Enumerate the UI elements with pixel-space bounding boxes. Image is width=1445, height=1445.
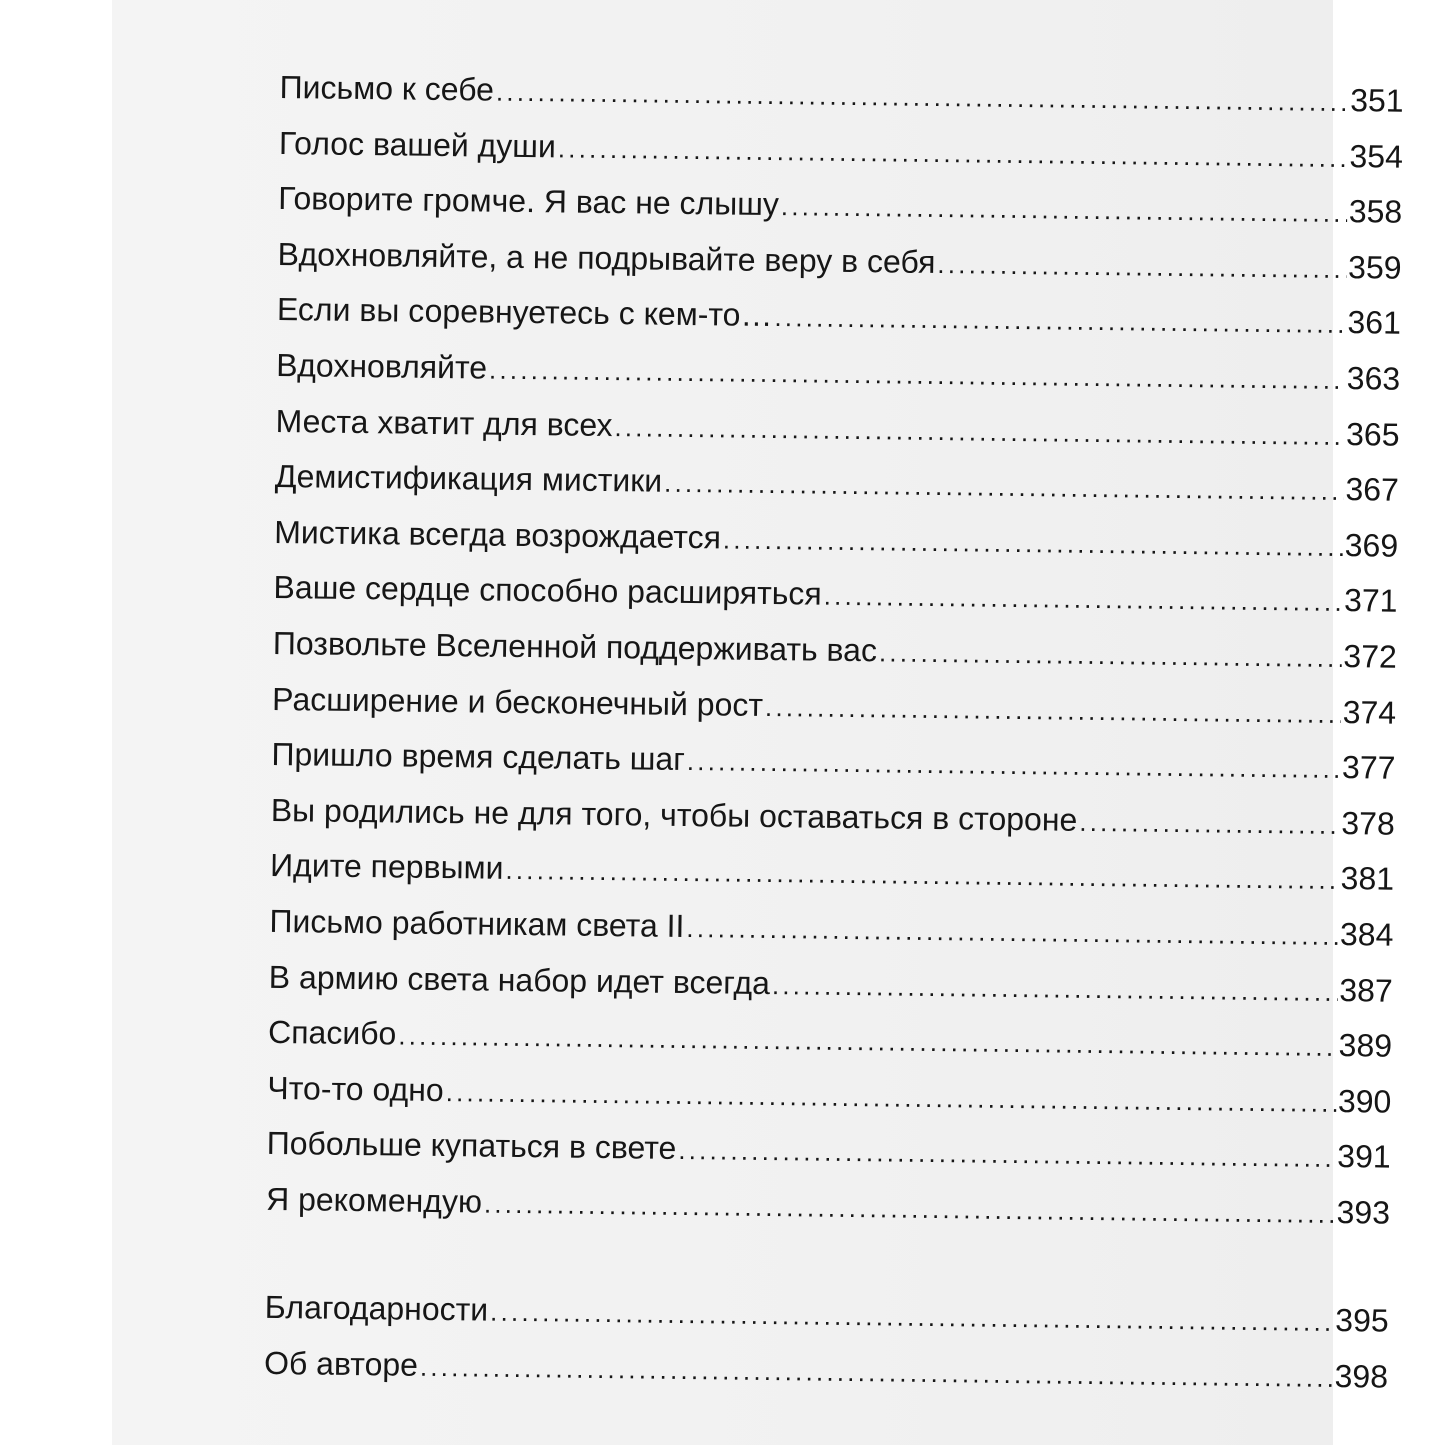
toc-entry-page: 389 — [1338, 1027, 1393, 1064]
toc-entry-title: Ваше сердце способно расширяться — [273, 569, 822, 613]
toc-entry-page: 365 — [1345, 415, 1400, 453]
toc-entry-page: 374 — [1342, 693, 1397, 731]
toc-entry-title: Места хватит для всех — [275, 402, 613, 443]
leader-dots — [772, 958, 1338, 1020]
toc-entry-page: 387 — [1339, 971, 1393, 1009]
toc-entry-title: Если вы соревнуетесь с кем-то… — [276, 291, 773, 334]
toc-entry-page: 384 — [1339, 915, 1394, 953]
toc-entry-page: 372 — [1343, 637, 1398, 675]
toc-entry-page: 391 — [1337, 1138, 1391, 1175]
toc-entry-title: Что-то одно — [267, 1069, 444, 1108]
toc-entry-title: Побольше купаться в свете — [266, 1125, 677, 1167]
toc-entry-page: 393 — [1336, 1193, 1391, 1231]
toc-entry-title: Расширение и бесконечный рост — [271, 680, 764, 723]
toc-entry-title: Голос вашей души — [278, 124, 557, 164]
toc-entry-title: Говорите громче. Я вас не слышу — [278, 180, 780, 223]
leader-dots — [686, 901, 1338, 965]
leader-dots — [490, 1285, 1334, 1351]
leader-dots — [823, 569, 1342, 631]
leader-dots — [664, 456, 1344, 520]
toc-entry-title: Вдохновляйте, а не подрывайте веру в себ… — [277, 235, 936, 280]
toc-entry-page: 358 — [1348, 193, 1403, 230]
leader-dots — [614, 400, 1344, 465]
toc-entry-title: Мистика всегда возрождается — [274, 513, 722, 556]
toc-entry-title: Позвольте Вселенной поддерживать вас — [272, 624, 878, 669]
toc-entry-page: 351 — [1349, 82, 1404, 119]
toc-entry-title: Демистификация мистики — [274, 458, 663, 499]
toc-entry-page: 395 — [1335, 1302, 1389, 1340]
leader-dots — [1079, 795, 1340, 854]
toc-entry-title: В армию света набор идет всегда — [268, 958, 771, 1001]
toc-entry-page: 359 — [1347, 248, 1402, 286]
book-page: Письмо к себе 351 Голос вашей души 354 Говор… — [112, 0, 1404, 1445]
leader-dots — [879, 625, 1342, 686]
table-of-contents: Письмо к себе 351 Голос вашей души 354 Говор… — [264, 60, 1404, 1405]
toc-entry-page: 378 — [1341, 804, 1395, 842]
toc-entry-title: Я рекомендую — [265, 1180, 483, 1220]
toc-entry-title: Вдохновляйте — [276, 346, 488, 386]
toc-entry-page: 371 — [1343, 582, 1398, 620]
toc-entry-title: Спасибо — [267, 1014, 397, 1052]
toc-entry-page: 361 — [1347, 304, 1402, 342]
leader-dots — [781, 179, 1348, 242]
leader-dots — [484, 1176, 1335, 1242]
toc-entry-page: 369 — [1344, 526, 1399, 564]
toc-entry-page: 367 — [1345, 471, 1400, 508]
leader-dots — [774, 290, 1346, 353]
toc-entry-title: Об авторе — [263, 1344, 419, 1383]
toc-entry-title: Идите первыми — [269, 847, 504, 887]
toc-entry-page: 398 — [1334, 1358, 1389, 1395]
leader-dots — [496, 65, 1349, 131]
toc-entry-title: Пришло время сделать шаг — [271, 736, 686, 778]
toc-entry-page: 377 — [1341, 749, 1396, 786]
leader-dots — [723, 512, 1344, 575]
toc-entry-page: 381 — [1340, 860, 1395, 897]
leader-dots — [489, 343, 1345, 409]
toc-entry-page: 363 — [1346, 360, 1401, 397]
toc-entry-title: Письмо к себе — [279, 68, 495, 108]
toc-entry-page: 354 — [1349, 137, 1404, 175]
toc-entry-title: Благодарности — [264, 1289, 489, 1329]
leader-dots — [937, 237, 1346, 298]
toc-entry-title: Письмо работникам света II — [269, 902, 685, 944]
leader-dots — [678, 1123, 1336, 1187]
toc-entry-title: Вы родились не для того, чтобы оставатьс… — [270, 791, 1078, 838]
toc-entry-page: 390 — [1337, 1082, 1392, 1120]
leader-dots — [765, 680, 1341, 743]
leader-dots — [420, 1340, 1333, 1407]
